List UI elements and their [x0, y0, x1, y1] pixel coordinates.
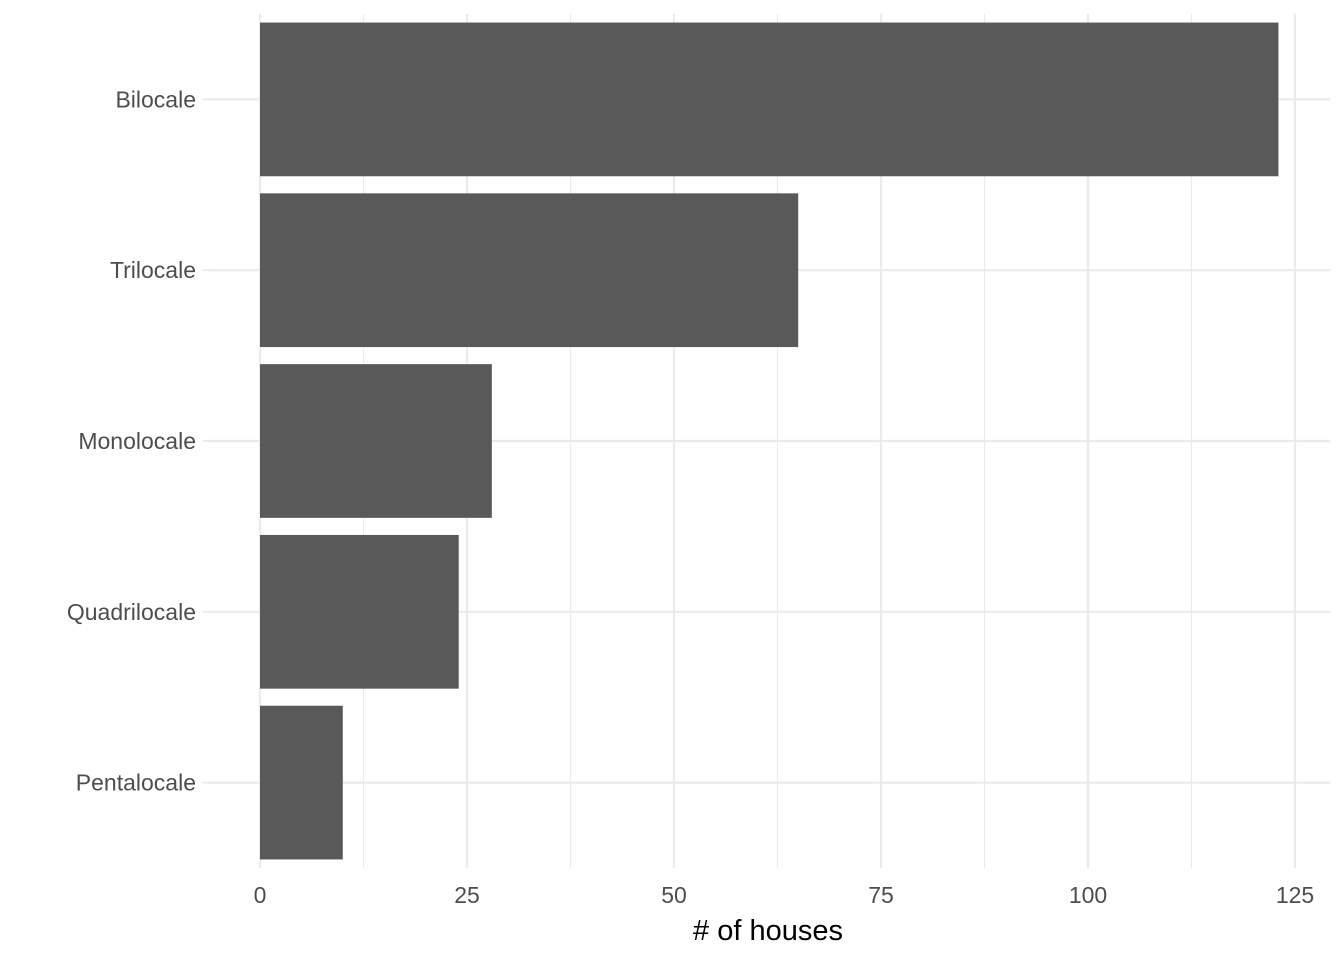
x-tick-label: 100 [1069, 882, 1107, 908]
bar-pentalocale [260, 705, 343, 860]
x-tick-label: 75 [868, 882, 894, 908]
x-tick-label: 125 [1276, 882, 1314, 908]
bar-trilocale [260, 193, 799, 348]
bars [260, 22, 1279, 860]
x-tick-label: 0 [254, 882, 267, 908]
bar-quadrilocale [260, 534, 459, 689]
y-tick-label: Quadrilocale [67, 599, 196, 625]
y-axis-ticks: Bilocale Trilocale Monolocale Quadrilocale P… [67, 86, 210, 796]
x-tick-label: 25 [454, 882, 480, 908]
bar-monolocale [260, 364, 492, 518]
x-tick-label: 50 [661, 882, 687, 908]
x-axis-ticks: 0 25 50 75 100 125 [254, 882, 1315, 908]
y-tick-label: Monolocale [78, 428, 196, 454]
y-tick-label: Trilocale [110, 257, 196, 283]
x-axis-title: # of houses [693, 915, 843, 947]
y-tick-label: Bilocale [115, 86, 196, 112]
bar-bilocale [260, 22, 1279, 177]
y-tick-label: Pentalocale [76, 770, 196, 796]
